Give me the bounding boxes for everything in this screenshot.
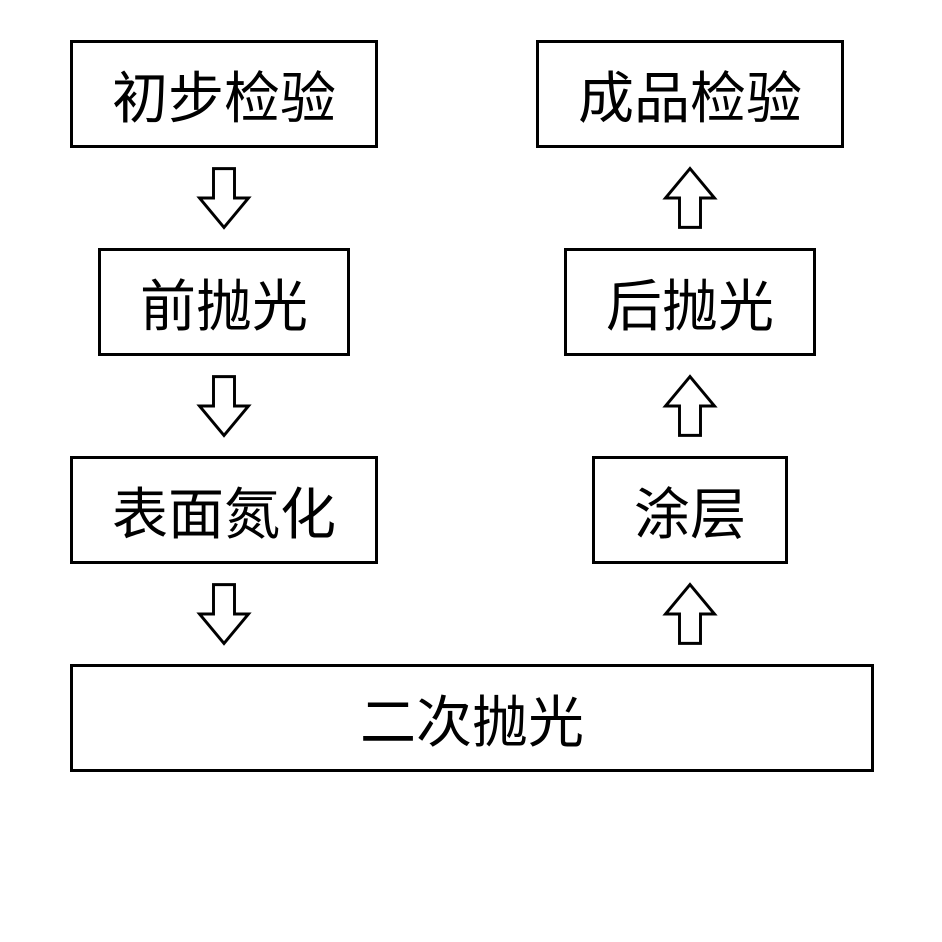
flowchart-node-label: 表面氮化 xyxy=(112,470,336,551)
flowchart-node: 涂层 xyxy=(592,456,788,564)
flowchart-node: 后抛光 xyxy=(564,248,816,356)
flowchart-node-label: 后抛光 xyxy=(606,262,774,343)
flowchart-arrow-up xyxy=(655,371,725,441)
flowchart-node-label: 初步检验 xyxy=(112,54,336,135)
flowchart-node-label: 前抛光 xyxy=(140,262,308,343)
flowchart-node: 表面氮化 xyxy=(70,456,378,564)
flowchart-node-label: 成品检验 xyxy=(578,54,802,135)
flowchart-node-label: 二次抛光 xyxy=(360,678,584,759)
flowchart-node: 前抛光 xyxy=(98,248,350,356)
flowchart-arrow-up xyxy=(655,163,725,233)
flowchart-arrow-up xyxy=(655,579,725,649)
flowchart-node: 二次抛光 xyxy=(70,664,874,772)
flowchart-arrow-down xyxy=(189,371,259,441)
flowchart-node: 成品检验 xyxy=(536,40,844,148)
flowchart-node-label: 涂层 xyxy=(634,470,746,551)
flowchart-node: 初步检验 xyxy=(70,40,378,148)
flowchart-arrow-down xyxy=(189,163,259,233)
flowchart-arrow-down xyxy=(189,579,259,649)
